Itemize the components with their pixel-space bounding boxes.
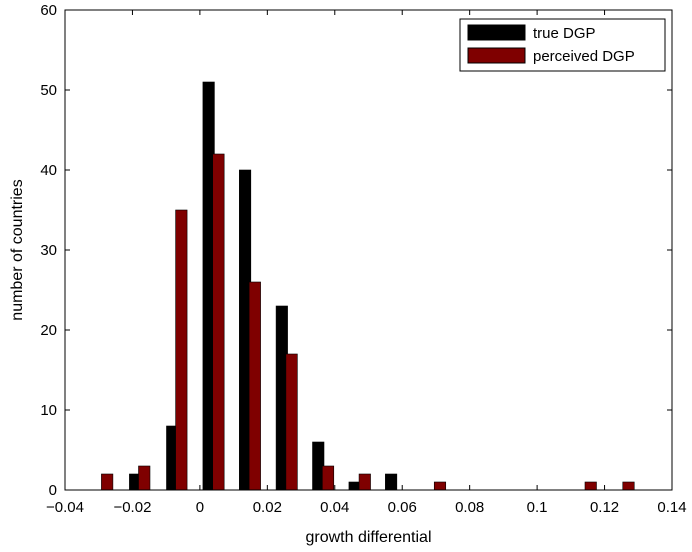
bar-perceived-dgp-2 [175,209,188,491]
y-tick-label: 50 [40,82,57,99]
x-axis-ticks: −0.04 −0.02 0 0.02 0.04 0.06 0.08 0.1 0.12 0.14 [46,10,687,516]
legend-swatch-perceived-dgp [467,47,526,64]
y-tick-label: 40 [40,162,57,179]
legend-label-perceived-dgp: perceived DGP [533,48,635,65]
y-axis-ticks: 0 10 20 30 40 50 60 [40,2,672,499]
bar-perceived-dgp-4 [248,281,261,491]
legend-label-true-dgp: true DGP [533,25,596,42]
x-tick-label: 0.06 [388,499,417,516]
x-tick-label: 0.12 [590,499,619,516]
x-tick-label: 0.08 [455,499,484,516]
y-tick-label: 10 [40,402,57,419]
bars-layer [101,81,635,491]
bar-perceived-dgp-1 [138,465,151,491]
x-tick-label: 0 [196,499,204,516]
plot-frame [64,9,673,491]
bar-perceived-dgp-7 [358,473,371,491]
bar-true-dgp-6 [348,481,361,491]
x-tick-label: 0.04 [320,499,349,516]
bar-perceived-dgp-10 [622,481,635,491]
bar-perceived-dgp-9 [584,481,597,491]
x-tick-label: 0.14 [657,499,686,516]
legend-swatch-true-dgp [467,24,526,41]
x-tick-label: −0.04 [46,499,84,516]
y-tick-label: 30 [40,242,57,259]
bar-perceived-dgp-6 [321,465,335,491]
bar-perceived-dgp-3 [212,153,225,491]
bar-perceived-dgp-0 [101,473,114,491]
bar-true-dgp-7 [385,473,398,491]
y-axis-label: number of countries [9,179,26,320]
x-axis-label: growth differential [306,529,432,546]
y-tick-label: 0 [49,482,57,499]
x-tick-label: 0.1 [527,499,548,516]
y-tick-label: 60 [40,2,57,19]
x-tick-label: 0.02 [253,499,282,516]
bar-perceived-dgp-8 [433,481,447,491]
y-tick-label: 20 [40,322,57,339]
bar-perceived-dgp-5 [285,353,298,491]
legend: true DGP perceived DGP [459,18,666,72]
x-tick-label: −0.02 [113,499,151,516]
